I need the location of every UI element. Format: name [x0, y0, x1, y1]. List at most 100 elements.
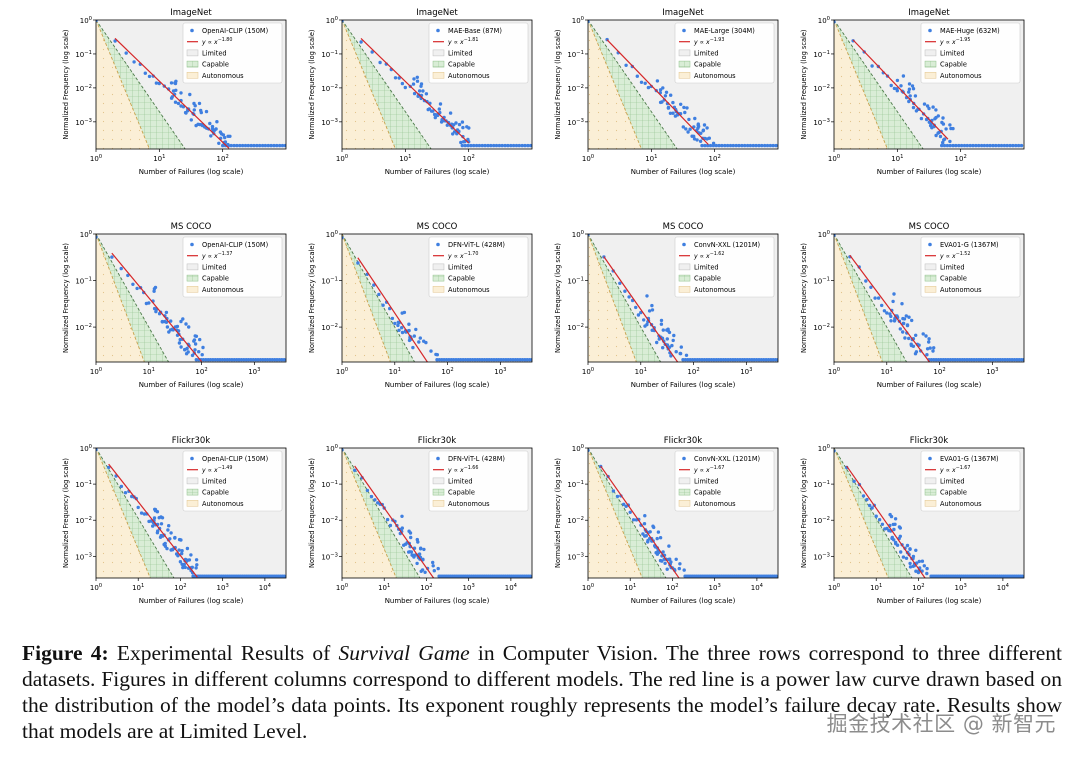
y-tick-label: 100: [80, 230, 92, 239]
data-point: [460, 120, 465, 124]
data-point: [743, 143, 747, 148]
data-point: [173, 536, 177, 540]
y-axis-label: Normalized Frequency (log scale): [800, 30, 808, 140]
data-point: [588, 448, 590, 453]
data-point: [480, 358, 484, 362]
data-point: [941, 116, 945, 120]
data-point: [907, 99, 911, 104]
x-tick-label: 101: [870, 583, 882, 592]
data-point: [174, 88, 178, 93]
data-point: [697, 358, 702, 362]
x-tick-label: 102: [709, 154, 721, 163]
data-point: [378, 60, 382, 65]
data-point: [914, 350, 919, 354]
data-point: [938, 134, 943, 139]
data-point: [210, 124, 215, 129]
autonomous-boundary-line: [342, 234, 391, 362]
data-point: [693, 116, 697, 121]
data-point: [400, 311, 404, 315]
plot-frame: [833, 447, 1025, 579]
data-point: [765, 143, 770, 148]
data-point: [934, 108, 938, 112]
data-point: [525, 358, 529, 362]
subplot-title: MS COCO: [171, 222, 212, 232]
data-point: [997, 143, 1001, 148]
data-point: [664, 90, 669, 95]
data-point: [415, 75, 419, 80]
data-point: [728, 143, 733, 148]
y-tick-label: 100: [818, 16, 830, 25]
subplot-title: Flickr30k: [418, 436, 457, 446]
plot-frame: [587, 233, 779, 363]
data-point: [149, 519, 153, 523]
data-point: [421, 89, 425, 93]
data-point: [864, 279, 868, 283]
data-point: [669, 93, 673, 97]
data-point: [179, 91, 183, 95]
data-point: [965, 358, 969, 362]
data-point: [176, 554, 180, 558]
autonomous-boundary-line: [834, 234, 883, 362]
data-point: [953, 358, 957, 362]
legend-limited-label: Limited: [694, 49, 719, 57]
y-tick-label: 10−1: [567, 50, 584, 59]
data-point: [280, 143, 285, 148]
data-point: [934, 133, 938, 138]
plot-frame: [95, 447, 287, 579]
data-point: [899, 84, 903, 88]
data-point: [154, 309, 158, 314]
data-point: [692, 134, 696, 138]
data-point: [660, 100, 664, 104]
data-point: [256, 358, 260, 362]
legend: DFN-ViT-L (428M) y ∝ x−1.66 Limited Capable…: [428, 450, 529, 512]
data-point: [243, 143, 248, 148]
y-tick-label: 10−2: [75, 323, 92, 332]
subplot-title: ImageNet: [170, 8, 212, 18]
power-law-fit-line: [849, 254, 931, 362]
legend-capable-label: Capable: [940, 275, 967, 283]
data-point: [342, 20, 344, 23]
legend-limited-swatch: [924, 263, 937, 271]
data-point: [895, 543, 900, 547]
y-tick-label: 100: [572, 16, 584, 25]
data-point: [692, 137, 697, 141]
data-point: [381, 303, 385, 307]
data-point: [928, 346, 932, 350]
data-point: [270, 358, 274, 362]
data-point: [501, 358, 506, 362]
data-point: [679, 345, 683, 349]
data-point: [658, 536, 663, 540]
data-point: [661, 550, 665, 554]
data-point: [682, 105, 686, 110]
data-point: [643, 81, 647, 86]
legend-points-marker: [928, 242, 932, 247]
data-point: [910, 318, 914, 323]
y-axis-label: Normalized Frequency (log scale): [308, 30, 316, 140]
y-tick-label: 10−2: [567, 516, 584, 525]
data-point: [235, 143, 239, 148]
data-point: [365, 488, 370, 493]
data-point: [679, 102, 683, 107]
legend: OpenAI-CLIP (150M) y ∝ x−1.37 Limited Capab…: [182, 236, 283, 298]
legend-box: [920, 22, 1021, 84]
plot-frame: [341, 447, 533, 579]
data-point: [163, 541, 167, 546]
data-point: [240, 143, 245, 148]
legend-capable-label: Capable: [694, 275, 721, 283]
data-point: [712, 358, 716, 362]
data-point: [711, 143, 716, 148]
legend-model-name: MAE-Huge (632M): [940, 27, 1000, 35]
data-point: [497, 143, 502, 148]
y-tick-label: 10−2: [321, 516, 338, 525]
data-point: [671, 100, 675, 105]
autonomous-boundary-line: [588, 234, 637, 362]
data-point: [682, 568, 686, 572]
data-point: [919, 116, 924, 121]
data-point: [642, 522, 647, 526]
data-point: [982, 143, 987, 148]
y-tick-label: 10−3: [75, 118, 92, 127]
data-point: [169, 319, 173, 323]
data-point: [768, 143, 773, 148]
data-point: [194, 358, 198, 362]
data-point: [645, 294, 649, 298]
